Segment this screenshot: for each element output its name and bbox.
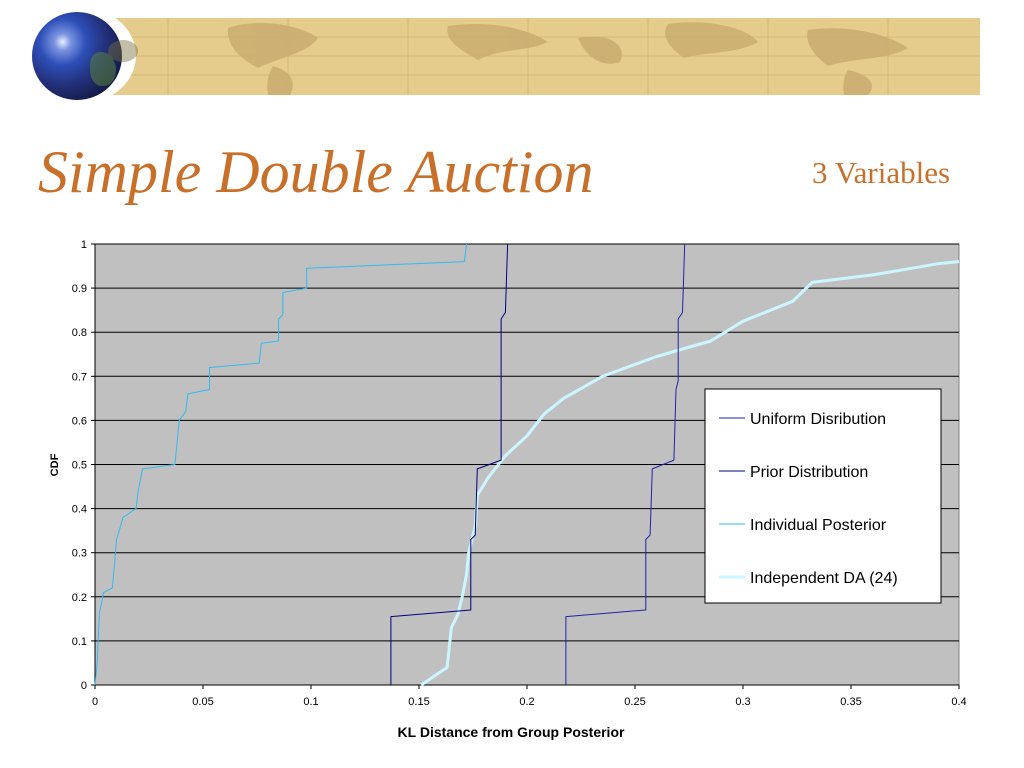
- x-tick-label-5: 0.25: [624, 696, 645, 708]
- x-tick-label-0: 0: [92, 696, 98, 708]
- globe-icon: [32, 12, 138, 100]
- x-tick-label-7: 0.35: [840, 696, 861, 708]
- y-tick-label-0: 0: [81, 680, 87, 692]
- legend-box: [704, 388, 942, 604]
- slide-subtitle: 3 Variables: [812, 155, 951, 190]
- y-tick-label-3: 0.3: [72, 548, 87, 560]
- legend: Uniform Disribution Prior Distribution Ind…: [704, 388, 942, 604]
- y-tick-label-6: 0.6: [72, 415, 87, 427]
- x-tick-label-3: 0.15: [408, 696, 429, 708]
- legend-label-3: Independent DA (24): [750, 570, 898, 587]
- y-tick-label-4: 0.4: [72, 504, 87, 516]
- series-line-2: [94, 243, 467, 686]
- y-tick-label-9: 0.9: [72, 283, 87, 295]
- series-line-0: [565, 243, 686, 685]
- x-tick-label-6: 0.3: [735, 696, 750, 708]
- x-axis-title: KL Distance from Group Posterior: [398, 724, 625, 740]
- series-line-1: [390, 243, 509, 685]
- y-axis-title: CDF: [49, 453, 61, 476]
- y-tick-label-10: 1: [81, 239, 87, 251]
- y-tick-label-8: 0.8: [72, 327, 87, 339]
- x-tick-label-2: 0.1: [303, 696, 318, 708]
- x-tick-label-4: 0.2: [519, 696, 534, 708]
- y-tick-label-7: 0.7: [72, 371, 87, 383]
- legend-label-2: Individual Posterior: [750, 517, 887, 534]
- series-line-3: [420, 260, 960, 687]
- slide-title: Simple Double Auction: [38, 139, 594, 205]
- legend-label-1: Prior Distribution: [750, 464, 868, 481]
- x-tick-label-8: 0.4: [951, 696, 966, 708]
- y-tick-label-1: 0.1: [72, 636, 87, 648]
- y-tick-label-5: 0.5: [72, 460, 87, 472]
- y-tick-label-2: 0.2: [72, 592, 87, 604]
- world-map-watermark: [108, 18, 980, 95]
- header-map-banner: [108, 18, 980, 95]
- x-tick-label-1: 0.05: [192, 696, 213, 708]
- legend-label-0: Uniform Disribution: [750, 411, 886, 428]
